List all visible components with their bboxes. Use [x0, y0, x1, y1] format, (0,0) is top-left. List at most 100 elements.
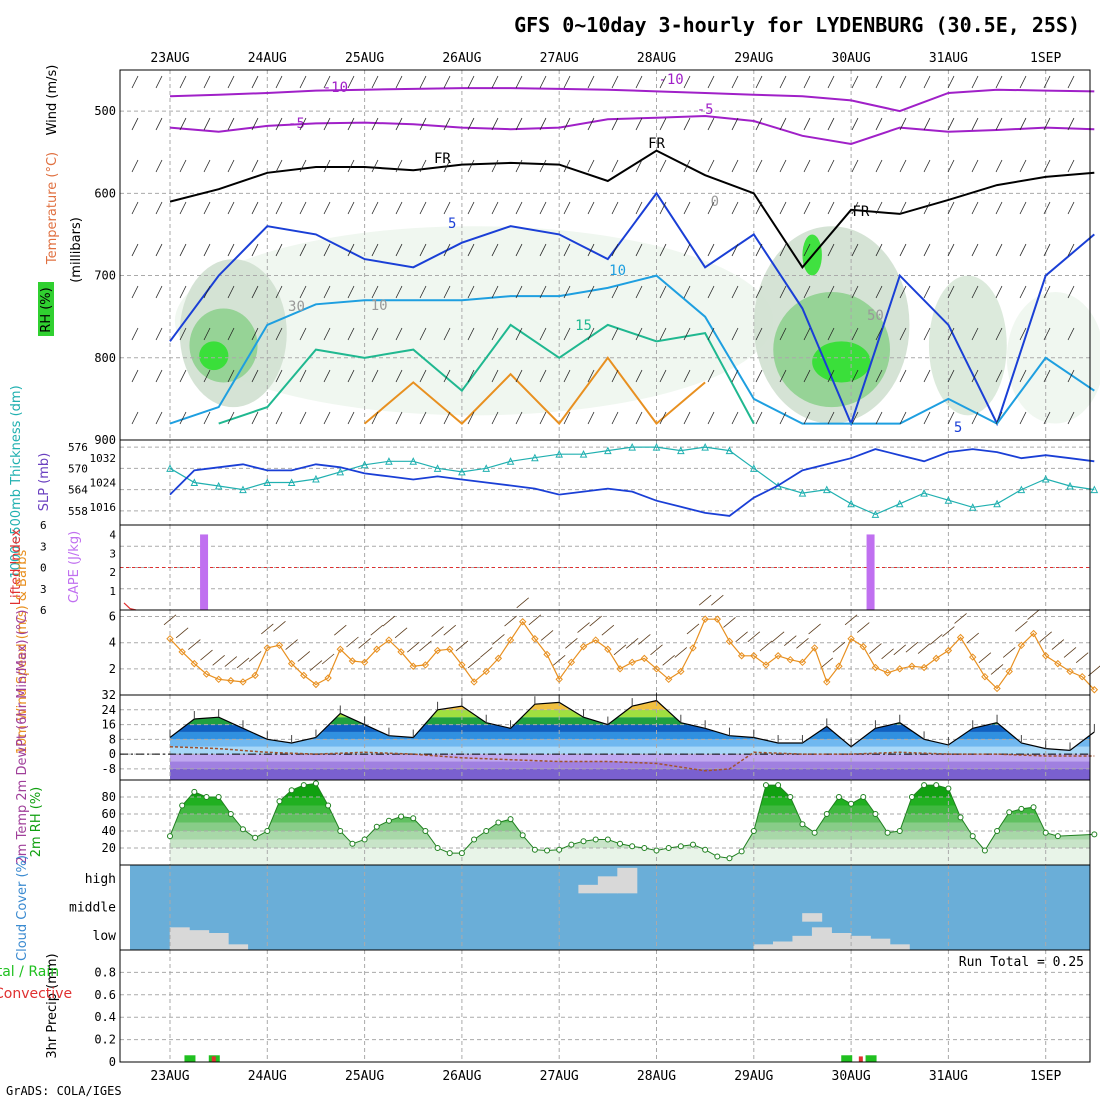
contour-label: FR — [852, 204, 869, 220]
cloud-bar — [753, 944, 774, 950]
y-tick: 800 — [94, 351, 116, 365]
wind-point — [981, 672, 989, 681]
rh-point — [884, 829, 891, 836]
rh-point — [361, 836, 368, 843]
rh-point — [860, 794, 867, 800]
wind-barb — [851, 327, 859, 341]
cloud-bar — [228, 944, 249, 950]
wind-point — [944, 646, 953, 655]
wind-barb — [251, 369, 259, 383]
wind-barb — [491, 75, 499, 89]
wind-barb — [419, 75, 427, 89]
rh-point — [580, 838, 587, 845]
wind-barb — [406, 641, 420, 653]
rh-point — [264, 828, 271, 834]
wind-barb — [759, 640, 773, 652]
wind-barb — [899, 75, 907, 89]
wind-barb — [755, 159, 763, 173]
wind-barb — [1067, 117, 1075, 131]
legend-convective: Convective — [0, 986, 72, 1002]
bottom-date-label: 26AUG — [442, 1069, 481, 1084]
wind-barb — [371, 159, 379, 173]
wind-point — [433, 646, 442, 655]
wind-barb — [323, 201, 331, 215]
thickness-point — [1066, 481, 1074, 490]
wind-barb — [491, 411, 499, 425]
wind-point — [506, 636, 515, 644]
thickness-point — [749, 464, 758, 472]
wind-barb — [358, 638, 371, 649]
wind-barb — [419, 243, 427, 257]
wind-barb — [419, 285, 427, 299]
wind-barb — [577, 622, 590, 633]
wind-barb — [299, 327, 307, 341]
rh-band — [170, 848, 1090, 865]
wind-barb — [1039, 631, 1052, 643]
wind-barb — [803, 285, 811, 299]
wind-barb — [224, 656, 238, 667]
wind-barb — [827, 75, 835, 89]
cloud-bar — [792, 935, 813, 950]
thickness-point — [871, 510, 880, 518]
wind-barb — [659, 411, 667, 425]
thickness-point — [701, 442, 709, 451]
thickness-point — [822, 485, 831, 494]
y2-tick: 1 — [109, 585, 116, 598]
thickness-point — [287, 478, 296, 486]
wind-barb — [563, 75, 571, 89]
wind-barb — [820, 657, 834, 669]
y-tick: 558 — [68, 505, 88, 518]
wind-barb — [395, 285, 403, 299]
wind-barb — [899, 369, 907, 383]
wind-barb — [155, 369, 163, 383]
wind-point — [214, 675, 223, 684]
rh-point — [738, 848, 745, 855]
wind-barb — [611, 327, 619, 341]
wind-barb — [1019, 159, 1027, 173]
wind-barb — [275, 285, 283, 299]
wind-point — [360, 658, 369, 667]
wind-barb — [683, 159, 691, 173]
wind-barb — [779, 75, 787, 89]
wind-barb — [251, 411, 259, 425]
cloud-bar — [870, 938, 891, 950]
wind-barb — [467, 327, 475, 341]
wind-barb — [285, 639, 298, 650]
slp-line — [169, 448, 1095, 517]
rh-band — [170, 814, 1090, 823]
wind-barb — [659, 159, 667, 173]
thickness-point — [604, 446, 612, 455]
wind-barb — [923, 411, 931, 425]
thickness-point — [895, 499, 904, 508]
cloud-bar — [889, 944, 910, 950]
thickness-point — [1090, 485, 1099, 494]
cloud-bar — [189, 930, 210, 950]
wind-barb — [917, 643, 931, 654]
lifted-index-line — [123, 602, 137, 611]
wind-barb — [419, 640, 432, 652]
wind-barb — [587, 201, 595, 215]
wind-barb — [515, 117, 523, 131]
rh-point — [811, 829, 818, 836]
wind-barb — [755, 201, 763, 215]
wind-barb — [371, 201, 379, 215]
wind-point — [677, 667, 685, 676]
wind-point — [287, 659, 296, 668]
rh2m-panel: 20 40 60 80 2m RH (%) — [29, 779, 1098, 866]
wind-barb — [779, 411, 787, 425]
wind-barb — [563, 285, 571, 299]
wind-barb — [683, 327, 691, 341]
thickness-point — [725, 446, 734, 455]
wind-barb — [808, 623, 821, 635]
wind-barb — [587, 117, 595, 131]
wind-ylabel: Wind (m/s) — [45, 65, 60, 136]
cloud-bar — [850, 935, 871, 950]
wind-barb — [832, 641, 846, 653]
wind-barb — [686, 623, 700, 635]
wind-barb — [978, 652, 992, 663]
wind-barb — [587, 243, 595, 257]
cloud-ylabel: Cloud Cover (%) — [15, 855, 30, 961]
wind-point — [227, 676, 235, 685]
wind-barb — [565, 638, 578, 649]
top-date-label: 29AUG — [734, 51, 773, 66]
